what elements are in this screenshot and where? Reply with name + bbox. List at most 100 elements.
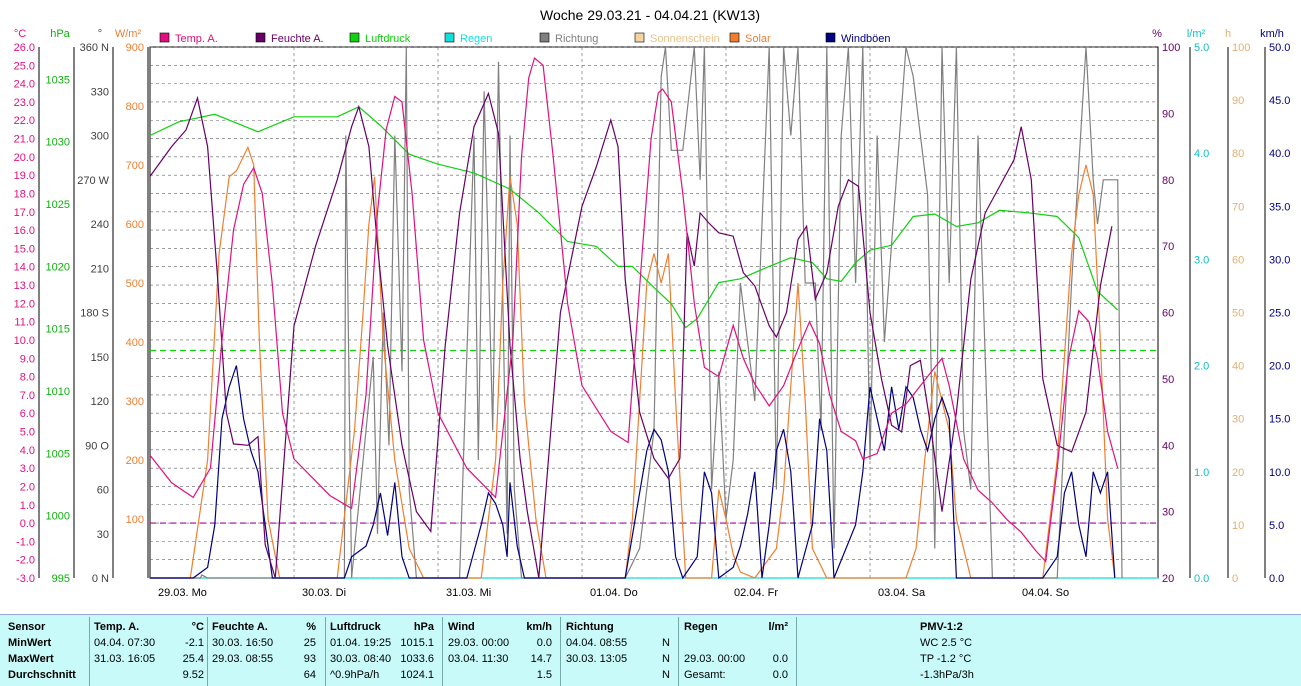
pmv-header: PMV-1:2 [920, 621, 963, 633]
regen-header: Regen [684, 621, 718, 633]
solar-tick: 600 [126, 219, 144, 231]
wind-tick: 45.0 [1269, 95, 1290, 107]
wind-header: Wind [448, 621, 475, 633]
richtung-tick: 330 [91, 86, 109, 98]
series-windböen [150, 365, 1116, 580]
richtung-tick: 270 W [77, 175, 109, 187]
hpa-tick: 1020 [46, 261, 70, 273]
axis-unit: hPa [50, 28, 70, 40]
solar-tick: 800 [126, 101, 144, 113]
pmv-windchill: WC 2.5 °C [920, 637, 973, 649]
legend-label: Feuchte A. [271, 33, 324, 45]
feuchte-min-value: 25 [303, 637, 316, 649]
stats-temp-col: Temp. A. °C 04.04. 07:30 -2.1 31.03. 16:05… [94, 619, 204, 683]
druck-min-value: 1015.1 [400, 637, 434, 649]
legend: Temp. A. Feuchte A. Luftdruck Regen Richtung… [159, 32, 891, 45]
wind-tick: 0.0 [1269, 573, 1284, 585]
legend-swatch [349, 32, 360, 43]
hpa-tick: 1035 [46, 74, 70, 86]
temp-tick: 16.0 [14, 225, 35, 237]
sonne-tick: 90 [1232, 95, 1244, 107]
richtung-avg-value: N [662, 669, 670, 681]
regen-unit: l/m² [768, 621, 788, 633]
richtung-tick: 360 N [80, 42, 109, 54]
weather-chart: Woche 29.03.21 - 04.04.21 (KW13) 26.0 25.… [14, 7, 1291, 599]
temp-tick: 11.0 [14, 317, 35, 329]
legend-swatch [444, 32, 455, 43]
legend-swatch [729, 32, 740, 43]
temp-tick: 24.0 [14, 79, 35, 91]
temp-tick: 1.0 [20, 500, 35, 512]
wind-tick: 30.0 [1269, 254, 1290, 266]
temp-tick: 14.0 [14, 262, 35, 274]
axis-unit: % [1152, 28, 1162, 40]
chart-title: Woche 29.03.21 - 04.04.21 (KW13) [540, 7, 760, 23]
temp-tick: 13.0 [14, 280, 35, 292]
wind-tick: 25.0 [1269, 308, 1290, 320]
regen-max-time: 29.03. 00:00 [684, 653, 746, 665]
stats-pmv-col: PMV-1:2 WC 2.5 °C TP -1.2 °C -1.3hPa/3h [920, 619, 1040, 683]
divider [325, 617, 326, 686]
plot-area [149, 46, 1159, 579]
legend-swatch [539, 32, 550, 43]
temp-tick: 5.0 [20, 427, 35, 439]
druck-unit: hPa [413, 621, 434, 633]
temp-tick: 20.0 [14, 152, 35, 164]
hpa-tick: 995 [52, 573, 70, 585]
feuchte-tick: 60 [1162, 308, 1174, 320]
druck-min-time: 01.04. 19:25 [330, 637, 392, 649]
series-feuchte-a [149, 91, 1113, 579]
wind-tick: 20.0 [1269, 361, 1290, 373]
legend-label: Temp. A. [175, 33, 218, 45]
feuchte-header: Feuchte A. [212, 621, 268, 633]
hpa-tick: 1000 [46, 511, 70, 523]
legend-swatch [159, 32, 170, 43]
x-tick-label: 31.03. Mi [446, 587, 491, 599]
temp-unit: °C [191, 621, 204, 633]
hpa-tick: 1015 [46, 324, 70, 336]
richtung-tick: 30 [97, 529, 109, 541]
row-label-min: MinWert [8, 637, 52, 649]
divider [442, 617, 443, 686]
wind-tick: 5.0 [1269, 520, 1284, 532]
feuchte-tick: 50 [1162, 374, 1174, 386]
regen-tick: 1.0 [1194, 467, 1209, 479]
temp-tick: 10.0 [14, 335, 35, 347]
hpa-tick: 1005 [46, 448, 70, 460]
temp-tick: 3.0 [20, 463, 35, 475]
regen-tick: 2.0 [1194, 361, 1209, 373]
stats-sensor-col: Sensor MinWert MaxWert Durchschnitt [8, 619, 88, 683]
richtung-tick: 0 N [92, 573, 109, 585]
temp-tick: 8.0 [20, 372, 35, 384]
temp-max-value: 25.4 [182, 653, 204, 665]
hpa-tick: 1010 [46, 386, 70, 398]
sonne-tick: 60 [1232, 254, 1244, 266]
regen-tick: 0.0 [1194, 573, 1209, 585]
richtung-max-time: 30.03. 13:05 [566, 653, 628, 665]
temp-min-time: 04.04. 07:30 [94, 637, 156, 649]
series-temp-a [149, 56, 1119, 563]
wind-tick: 15.0 [1269, 414, 1290, 426]
axis-unit: km/h [1260, 28, 1284, 40]
temp-tick: 21.0 [14, 134, 35, 146]
richtung-max-value: N [662, 653, 670, 665]
sonne-tick: 50 [1232, 308, 1244, 320]
feuchte-tick: 100 [1162, 42, 1180, 54]
wind-max-value: 14.7 [530, 653, 552, 665]
solar-tick: 100 [126, 514, 144, 526]
solar-tick: 200 [126, 455, 144, 467]
x-tick-label: 29.03. Mo [158, 587, 207, 599]
hpa-tick: 1025 [46, 199, 70, 211]
wind-tick: 50.0 [1269, 42, 1290, 54]
temp-tick: 18.0 [14, 188, 35, 200]
axis-unit: ° [98, 28, 102, 40]
feuchte-min-time: 30.03. 16:50 [212, 637, 274, 649]
axis-unit: h [1225, 28, 1231, 40]
legend-label: Windböen [841, 33, 891, 45]
temp-min-value: -2.1 [185, 637, 204, 649]
x-tick-label: 30.03. Di [302, 587, 346, 599]
wind-tick: 35.0 [1269, 201, 1290, 213]
wind-min-value: 0.0 [536, 637, 552, 649]
wind-avg-value: 1.5 [536, 669, 552, 681]
richtung-min-time: 04.04. 08:55 [566, 637, 628, 649]
